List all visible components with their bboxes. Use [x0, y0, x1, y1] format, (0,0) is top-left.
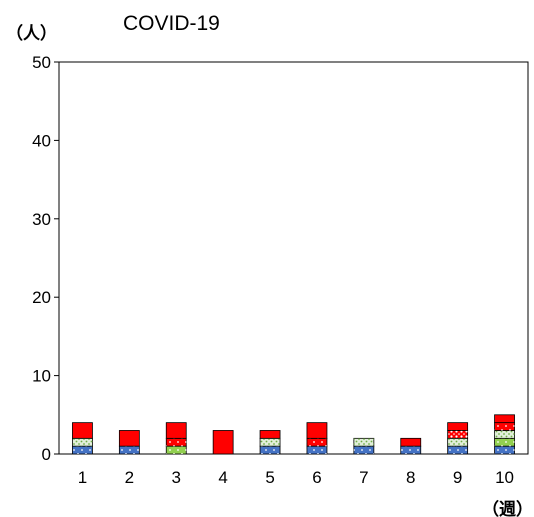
bar-segment: [165, 445, 187, 455]
y-tick-label: 40: [32, 131, 51, 150]
bar-segment: [494, 437, 515, 447]
bar-segment: [72, 422, 93, 439]
chart-title: COVID-19: [123, 12, 220, 35]
x-tick-label: 6: [312, 468, 321, 487]
bar-segment: [447, 422, 469, 431]
bar-segment: [353, 445, 375, 455]
bar-segment: [306, 437, 328, 447]
bar-segment: [400, 437, 422, 447]
bar-series-group: [72, 414, 515, 455]
x-tick-label: 1: [78, 468, 87, 487]
plot-area: [58, 61, 529, 455]
bar-segment: [447, 445, 469, 455]
bar-segment: [494, 430, 515, 439]
bar-segment: [306, 422, 328, 439]
y-tick-label: 50: [32, 53, 51, 72]
bar-segment: [353, 437, 375, 447]
x-axis-unit-label: （週）: [482, 499, 533, 517]
bar-segment: [165, 422, 187, 439]
bar-segment: [259, 430, 281, 439]
y-axis: 0 10 20 30 40 50: [32, 53, 59, 464]
bar-segment: [259, 437, 281, 447]
y-tick-label: 0: [42, 445, 51, 464]
x-tick-label: 5: [265, 468, 274, 487]
bar-segment: [494, 414, 515, 424]
bar-segment: [447, 437, 469, 447]
x-tick-label: 7: [359, 468, 368, 487]
bar-segment: [400, 445, 422, 455]
bar-segment: [118, 430, 140, 447]
y-axis-unit-label: （人）: [6, 23, 57, 43]
x-tick-label: 3: [172, 468, 181, 487]
bar-segment: [72, 445, 93, 455]
y-tick-label: 30: [32, 210, 51, 229]
x-tick-label: 2: [125, 468, 134, 487]
bar-segment: [494, 422, 515, 431]
y-tick-label: 10: [32, 367, 51, 386]
bar-segment: [212, 430, 234, 455]
x-axis: 1 2 3 4 5 6 7 8 9 10: [78, 468, 514, 487]
x-tick-label: 9: [453, 468, 462, 487]
bar-segment: [447, 430, 469, 439]
bar-segment: [259, 445, 281, 455]
x-tick-label: 4: [218, 468, 227, 487]
bar-segment: [118, 445, 140, 455]
bar-segment: [72, 437, 93, 447]
bar-segment: [306, 445, 328, 455]
y-tick-label: 20: [32, 288, 51, 307]
x-tick-label: 10: [495, 468, 514, 487]
bar-segment: [165, 437, 187, 447]
x-tick-label: 8: [406, 468, 415, 487]
bar-segment: [494, 445, 515, 455]
